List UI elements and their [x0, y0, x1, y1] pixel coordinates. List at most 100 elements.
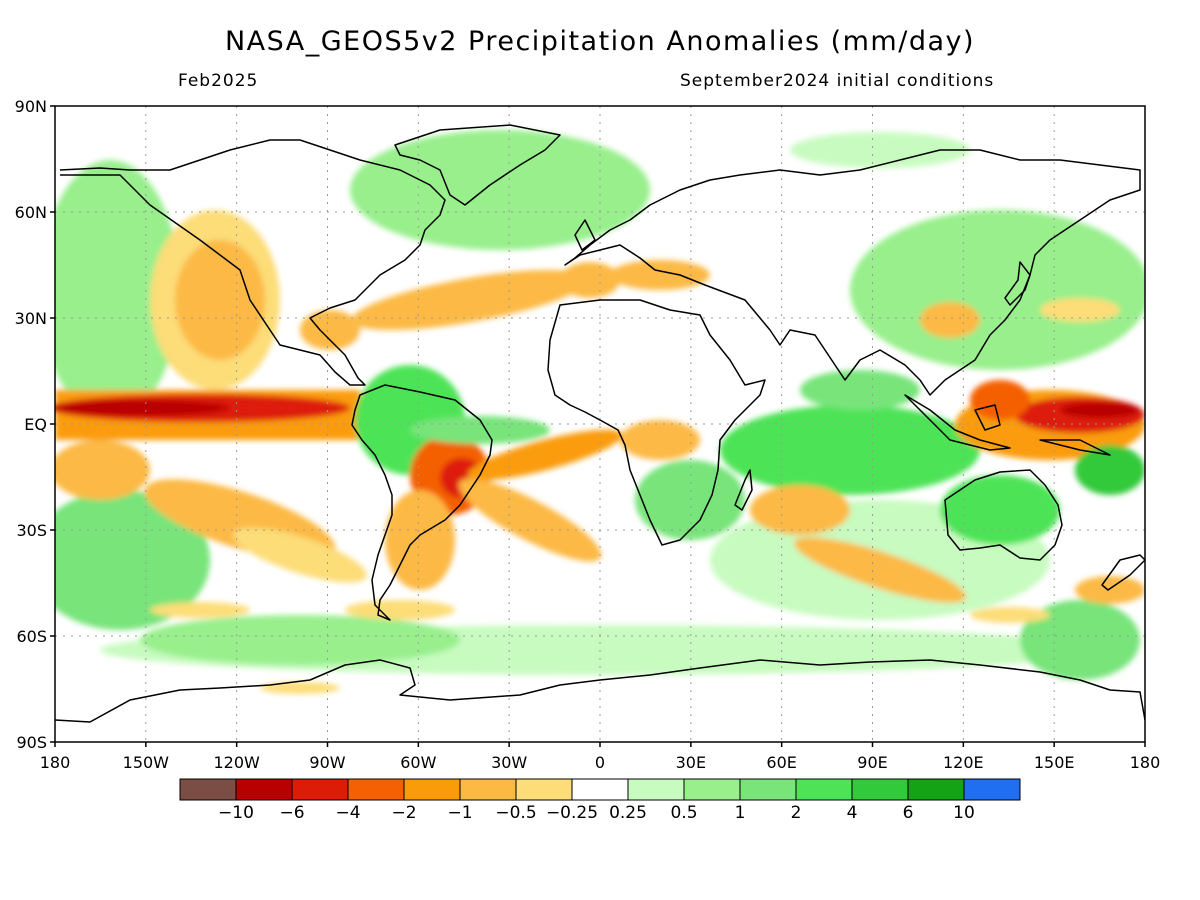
lon-tick-label: 90E — [857, 753, 887, 772]
anomaly-patch — [458, 478, 602, 562]
colorbar-swatch — [515, 778, 573, 801]
colorbar-swatch — [795, 778, 853, 801]
colorbar-label: 1 — [735, 803, 746, 823]
anomaly-patch — [55, 440, 150, 500]
lon-tick-label: 30E — [676, 753, 706, 772]
colorbar-label: 10 — [953, 803, 975, 823]
longitude-axis: 180 150W 120W 90W 60W 30W 0 30E 60E 90E 120E 150E 18… — [40, 742, 1161, 772]
colorbar-swatch — [403, 778, 461, 801]
anomaly-patch — [55, 160, 180, 420]
new-zealand-coastline — [1101, 554, 1145, 591]
anomaly-patch — [720, 405, 980, 495]
north-america-coastline — [59, 139, 446, 386]
anomaly-patch — [345, 600, 455, 620]
anomaly-patch — [920, 302, 980, 338]
colorbar-swatch — [683, 778, 741, 801]
lat-tick-label: 90S — [16, 733, 47, 752]
lon-tick-label: 150E — [1034, 753, 1075, 772]
anomaly-patch — [260, 682, 340, 694]
antarctica-coastline — [55, 659, 1145, 723]
anomaly-patch — [850, 210, 1145, 370]
lat-tick-label: 30N — [15, 309, 47, 328]
anomaly-patch — [794, 537, 966, 603]
colorbar-swatch — [179, 778, 237, 801]
anomaly-patch — [750, 485, 850, 535]
lon-tick-label: 120E — [943, 753, 984, 772]
colorbar-swatch — [851, 778, 909, 801]
lat-tick-label: 90N — [15, 97, 47, 116]
colorbar-label: 0.25 — [609, 803, 647, 823]
anomaly-patch — [970, 607, 1050, 623]
lon-tick-label: 90W — [309, 753, 345, 772]
colorbar-swatch — [235, 778, 293, 801]
colorbar-label: −0.25 — [546, 803, 598, 823]
anomaly-patch — [233, 527, 367, 583]
colorbar-swatch — [907, 778, 965, 801]
anomaly-patch — [351, 269, 589, 331]
colorbar-label: 2 — [791, 803, 802, 823]
colorbar-label: 4 — [847, 803, 858, 823]
indonesia-coastline — [904, 394, 1111, 456]
lat-tick-label: 60S — [16, 627, 47, 646]
anomaly-patch — [1040, 298, 1120, 322]
anomaly-patch — [635, 460, 745, 540]
anomaly-patch — [140, 615, 460, 665]
anomaly-patch — [610, 260, 710, 290]
colorbar: −10 −6 −4 −2 −1 −0.5 −0.25 0.25 0.5 1 2 4 6 10 — [179, 778, 1021, 823]
anomaly-patch — [410, 416, 550, 444]
british-isles-coastline — [574, 219, 596, 251]
anomaly-patch — [790, 132, 970, 168]
colorbar-label: −10 — [218, 803, 254, 823]
colorbar-swatch — [291, 778, 349, 801]
lon-tick-label: 180 — [40, 753, 71, 772]
colorbar-swatch — [459, 778, 517, 801]
anomaly-patch — [175, 240, 265, 360]
colorbar-label: −0.5 — [495, 803, 536, 823]
anomaly-patch — [1060, 402, 1140, 418]
init-conditions-label: September2024 initial conditions — [680, 71, 995, 91]
gridlines — [55, 106, 1145, 742]
anomaly-patch — [1075, 445, 1145, 495]
greenland-coastline — [394, 124, 561, 206]
anomaly-patch — [1020, 600, 1140, 680]
plot-area — [55, 106, 1145, 742]
anomaly-patch — [385, 490, 455, 590]
eurasia-coastline — [564, 149, 1141, 396]
colorbar-label: 0.5 — [670, 803, 697, 823]
madagascar-coastline — [734, 469, 753, 511]
lat-tick-label: 60N — [15, 203, 47, 222]
lon-tick-label: 150W — [123, 753, 170, 772]
lon-tick-label: 60W — [400, 753, 436, 772]
south-america-coastline — [351, 384, 493, 621]
colorbar-swatch — [963, 778, 1021, 801]
anomaly-patch — [800, 370, 920, 410]
anomaly-patch — [560, 262, 620, 298]
lon-tick-label: 60E — [766, 753, 796, 772]
anomaly-field — [55, 130, 1145, 694]
anomaly-patch — [150, 602, 250, 618]
colorbar-swatch — [571, 778, 629, 801]
anomaly-patch — [1075, 576, 1145, 604]
colorbar-label: −6 — [279, 803, 304, 823]
japan-coastline — [1004, 261, 1031, 306]
anomaly-patch — [467, 429, 623, 481]
lon-tick-label: 0 — [595, 753, 605, 772]
anomaly-patch — [55, 490, 210, 630]
colorbar-label: −1 — [447, 803, 472, 823]
lon-tick-label: 30W — [491, 753, 527, 772]
colorbar-swatch — [739, 778, 797, 801]
anomaly-patch — [55, 400, 230, 416]
lat-tick-label: 30S — [16, 521, 47, 540]
colorbar-label: −2 — [391, 803, 416, 823]
colorbar-label: 6 — [903, 803, 914, 823]
map-title: NASA_GEOS5v2 Precipitation Anomalies (mm… — [224, 26, 976, 57]
lat-tick-label: EQ — [24, 415, 47, 434]
latitude-axis: 90N 60N 30N EQ 30S 60S 90S — [15, 97, 55, 752]
lon-tick-label: 180 — [1130, 753, 1161, 772]
colorbar-swatch — [347, 778, 405, 801]
valid-month-label: Feb2025 — [178, 71, 259, 91]
anomaly-patch — [620, 420, 700, 460]
colorbar-swatch — [627, 778, 685, 801]
coastlines — [55, 124, 1145, 723]
